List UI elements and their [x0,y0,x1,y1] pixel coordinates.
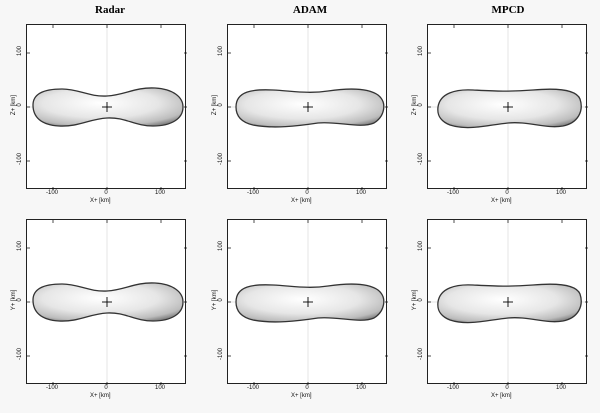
asteroid-shape [235,283,385,323]
y-axis-label: Y+ [km] [212,289,218,311]
x-axis-label: X+ [km] [491,198,512,204]
x-tick-label: 0 [104,385,108,391]
y-tick-label: 0 [418,298,424,302]
y-tick-label: 100 [218,241,224,252]
y-axis-label: Y+ [km] [412,289,418,311]
x-tick-label: -100 [45,385,58,391]
x-tick-label: 100 [154,190,165,196]
column-title-adam: ADAM [292,4,328,16]
column-title-radar: Radar [95,4,125,16]
y-tick-label: -100 [218,153,224,166]
y-tick-label: 0 [418,103,424,107]
y-axis-label: Z+ [km] [412,94,418,116]
y-tick-label: 100 [218,46,224,57]
asteroid-shape [235,88,385,128]
shape-panel-radar-row2 [26,219,187,385]
x-tick-label: -100 [246,385,259,391]
x-tick-label: 0 [305,190,309,196]
shape-plot [228,220,388,385]
x-axis-label: X+ [km] [491,393,512,399]
y-tick-label: 0 [218,103,224,107]
y-tick-label: 100 [418,46,424,57]
x-tick-label: -100 [246,190,259,196]
y-tick-label: -100 [418,153,424,166]
shape-panel-adam-row2 [227,219,388,385]
x-axis-label: X+ [km] [291,198,312,204]
y-tick-label: -100 [17,348,23,361]
x-tick-label: 0 [505,190,509,196]
shape-panel-mpcd-row2 [427,219,588,385]
x-tick-label: 0 [305,385,309,391]
x-tick-label: 100 [555,385,566,391]
x-tick-label: -100 [446,190,459,196]
shape-plot [428,25,588,190]
x-axis-label: X+ [km] [291,393,312,399]
y-tick-label: -100 [17,153,23,166]
shape-plot [428,220,588,385]
y-axis-label: Z+ [km] [11,94,17,116]
x-tick-label: -100 [45,190,58,196]
shape-plot [27,25,187,190]
x-axis-label: X+ [km] [90,393,111,399]
y-tick-label: 100 [17,241,23,252]
y-axis-label: Y+ [km] [11,289,17,311]
shape-panel-adam-row1 [227,24,388,190]
shape-panel-radar-row1 [26,24,187,190]
shape-plot [27,220,187,385]
column-title-mpcd: MPCD [491,4,525,16]
y-tick-label: 0 [17,103,23,107]
y-tick-label: 0 [218,298,224,302]
y-tick-label: 100 [418,241,424,252]
x-tick-label: 100 [355,385,366,391]
x-tick-label: 100 [555,190,566,196]
asteroid-shape [437,283,582,324]
shape-panel-mpcd-row1 [427,24,588,190]
y-tick-label: 0 [17,298,23,302]
y-tick-label: -100 [418,348,424,361]
asteroid-shape [437,88,582,129]
x-tick-label: 0 [505,385,509,391]
y-tick-label: 100 [17,46,23,57]
x-tick-label: 100 [355,190,366,196]
x-tick-label: 100 [154,385,165,391]
y-tick-label: -100 [218,348,224,361]
x-axis-label: X+ [km] [90,198,111,204]
y-axis-label: Z+ [km] [212,94,218,116]
x-tick-label: -100 [446,385,459,391]
shape-plot [228,25,388,190]
x-tick-label: 0 [104,190,108,196]
